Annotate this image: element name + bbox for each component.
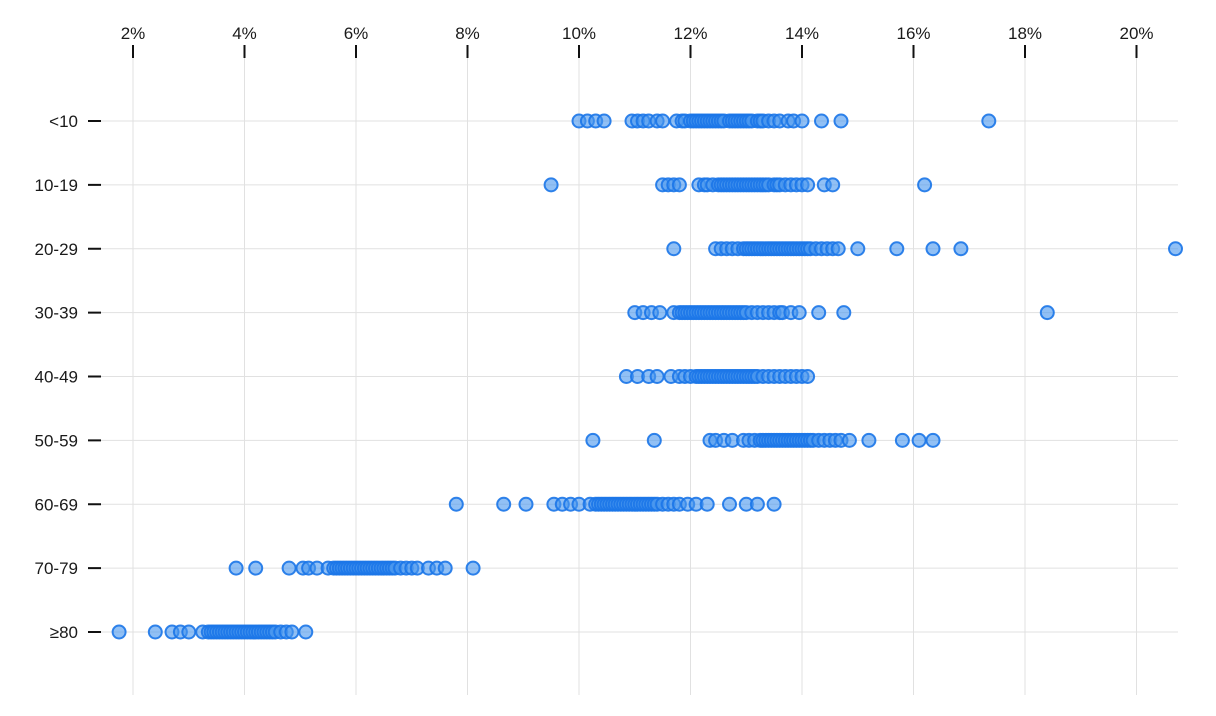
data-point[interactable] — [850, 241, 866, 257]
y-axis-category-label: 70-79 — [35, 559, 78, 578]
x-axis-tick-label: 16% — [896, 24, 930, 43]
data-point[interactable] — [671, 177, 687, 193]
data-point[interactable] — [1039, 305, 1055, 321]
data-point[interactable] — [448, 496, 464, 512]
data-point[interactable] — [889, 241, 905, 257]
data-point[interactable] — [766, 496, 782, 512]
data-point[interactable] — [800, 369, 816, 384]
data-point[interactable] — [791, 305, 807, 321]
data-point[interactable] — [181, 624, 197, 640]
data-point[interactable] — [585, 432, 601, 448]
x-axis-tick-label: 20% — [1119, 24, 1153, 43]
data-point[interactable] — [794, 113, 810, 129]
x-axis-tick-label: 4% — [232, 24, 257, 43]
data-point[interactable] — [298, 624, 314, 640]
data-point[interactable] — [894, 432, 910, 448]
data-point[interactable] — [953, 241, 969, 257]
data-point[interactable] — [655, 113, 671, 129]
data-point[interactable] — [649, 369, 665, 384]
data-point[interactable] — [981, 113, 997, 129]
x-axis-tick-label: 12% — [673, 24, 707, 43]
y-axis-category-label: ≥80 — [50, 623, 78, 642]
data-point[interactable] — [652, 305, 668, 321]
x-axis-tick-label: 8% — [455, 24, 480, 43]
data-point[interactable] — [248, 560, 264, 576]
data-point[interactable] — [841, 432, 857, 448]
data-point[interactable] — [111, 624, 127, 640]
data-point[interactable] — [496, 496, 512, 512]
data-point[interactable] — [543, 177, 559, 193]
y-axis-category-label: <10 — [49, 112, 78, 131]
x-axis-tick-label: 10% — [562, 24, 596, 43]
x-axis-tick-label: 18% — [1008, 24, 1042, 43]
data-point[interactable] — [911, 432, 927, 448]
data-point[interactable] — [465, 560, 481, 576]
data-point[interactable] — [699, 496, 715, 512]
y-axis-category-label: 40-49 — [35, 368, 78, 387]
x-axis-tick-label: 6% — [344, 24, 369, 43]
data-point[interactable] — [825, 177, 841, 193]
data-point[interactable] — [1168, 241, 1183, 257]
data-point[interactable] — [925, 432, 941, 448]
data-point[interactable] — [147, 624, 163, 640]
y-axis-category-label: 10-19 — [35, 176, 78, 195]
data-point[interactable] — [596, 113, 612, 129]
data-point[interactable] — [518, 496, 534, 512]
y-axis-category-label: 50-59 — [35, 431, 78, 450]
data-point[interactable] — [830, 241, 846, 257]
data-point[interactable] — [722, 496, 737, 512]
data-point[interactable] — [228, 560, 244, 576]
data-point[interactable] — [284, 624, 300, 640]
data-point[interactable] — [861, 432, 877, 448]
x-axis-tick-label: 14% — [785, 24, 819, 43]
data-point[interactable] — [925, 241, 941, 257]
x-axis-tick-label: 2% — [121, 24, 146, 43]
data-point[interactable] — [800, 177, 816, 193]
data-point[interactable] — [814, 113, 829, 129]
data-point[interactable] — [836, 305, 852, 321]
y-axis-category-label: 20-29 — [35, 240, 78, 259]
y-axis-category-label: 60-69 — [35, 495, 78, 514]
data-point[interactable] — [437, 560, 453, 576]
data-point[interactable] — [646, 432, 662, 448]
data-point[interactable] — [281, 560, 297, 576]
data-point[interactable] — [666, 241, 682, 257]
y-axis-category-label: 30-39 — [35, 304, 78, 323]
data-point[interactable] — [833, 113, 849, 129]
data-point[interactable] — [917, 177, 933, 193]
data-point[interactable] — [811, 305, 827, 321]
data-point[interactable] — [749, 496, 765, 512]
